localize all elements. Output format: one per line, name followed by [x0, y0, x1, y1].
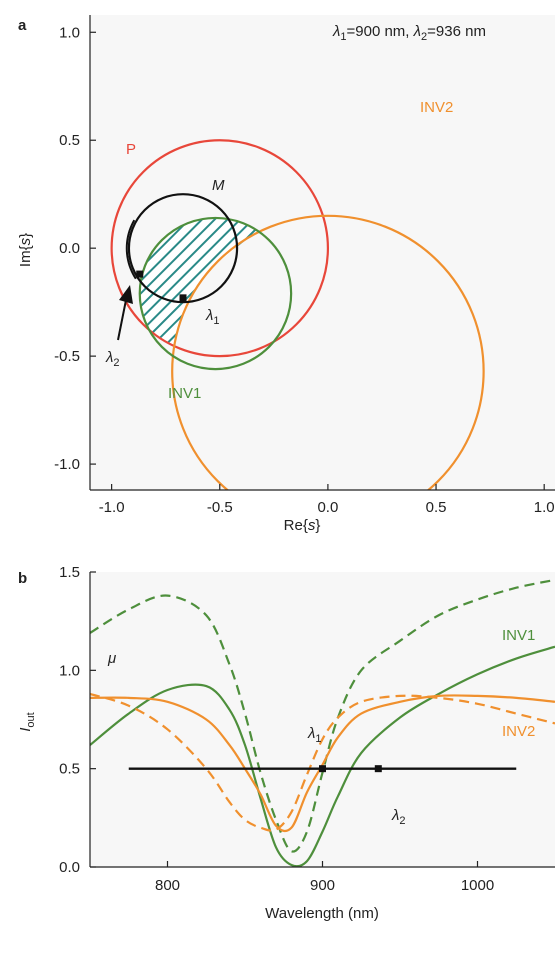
y-tick-label-a: -1.0: [54, 456, 80, 473]
header-lambda2-sub: 2: [421, 31, 427, 43]
x-tick-label-b: 900: [310, 877, 335, 894]
panel-a: -1.0 -0.5 0.0 0.5 1.0-1.0-0.50.00.51.0 a λ1=…: [17, 15, 555, 534]
x-tick-label-a: -1.0: [99, 499, 125, 516]
y-axis-title-a: Im{s}: [17, 233, 34, 267]
label-INV1-b: INV1: [502, 627, 535, 644]
series-inv2-dashed: [90, 692, 555, 832]
label-P: P: [126, 141, 136, 158]
header-lambda1-value: =900 nm,: [347, 23, 414, 40]
x-tick-label-b: 800: [155, 877, 180, 894]
marker-lambda2-a: [136, 270, 144, 278]
lambda2-arrow: [117, 285, 133, 341]
circle-inv1: [138, 216, 293, 371]
series-inv1-dashed: [90, 578, 555, 853]
circle-m: [127, 193, 239, 304]
panel-b-background: [90, 572, 555, 867]
header-lambda2-symbol: λ: [413, 23, 421, 40]
label-M: M: [212, 177, 225, 194]
header-lambda2-value: =936 nm: [427, 23, 486, 40]
y-tick-label-a: 0.0: [59, 240, 80, 257]
x-tick-label-a: 0.0: [317, 499, 338, 516]
y-tick-label-a: 1.0: [59, 24, 80, 41]
wavelength-header: λ1=900 nm, λ2=936 nm: [332, 23, 486, 43]
panel-letter-a: a: [18, 17, 27, 34]
header-lambda1-sub: 1: [340, 31, 346, 43]
series-inv2-solid: [90, 694, 555, 833]
y-tick-label-a: 0.5: [59, 132, 80, 149]
circle-inv2: [171, 214, 485, 490]
x-tick-label-a: 0.5: [426, 499, 447, 516]
label-INV2-b: INV2: [502, 723, 535, 740]
label-lambda1-b: λ1: [307, 725, 322, 745]
panel-letter-b: b: [18, 570, 27, 587]
y-tick-label-b: 1.5: [59, 564, 80, 581]
y-tick-label-b: 1.0: [59, 662, 80, 679]
y-tick-label-b: 0.0: [59, 859, 80, 876]
marker-lambda1-b: [319, 765, 326, 773]
marker-lambda1-a: [179, 294, 187, 302]
label-INV1: INV1: [168, 385, 201, 402]
y-tick-label-a: -0.5: [54, 348, 80, 365]
label-mu: μ: [107, 650, 116, 667]
header-lambda1-symbol: λ: [332, 23, 340, 40]
x-tick-label-a: -0.5: [207, 499, 233, 516]
marker-lambda2-b: [374, 765, 382, 773]
label-lambda1-a: λ1: [205, 307, 220, 327]
label-lambda2-b: λ2: [391, 807, 406, 827]
circle-p: [110, 139, 330, 358]
x-tick-label-a: 1.0: [534, 499, 555, 516]
x-tick-label-b: 1000: [461, 877, 494, 894]
hatched-overlap-region: [139, 218, 258, 346]
label-INV2: INV2: [420, 99, 453, 116]
y-tick-label-b: 0.5: [59, 761, 80, 778]
y-axis-title-b: Iout: [17, 712, 37, 731]
label-lambda2-a: λ2: [105, 349, 120, 369]
x-axis-title-b: Wavelength (nm): [265, 905, 379, 922]
series-inv1-solid: [90, 645, 555, 867]
x-axis-title-a: Re{s}: [284, 517, 321, 534]
partial-arc: [125, 219, 137, 280]
